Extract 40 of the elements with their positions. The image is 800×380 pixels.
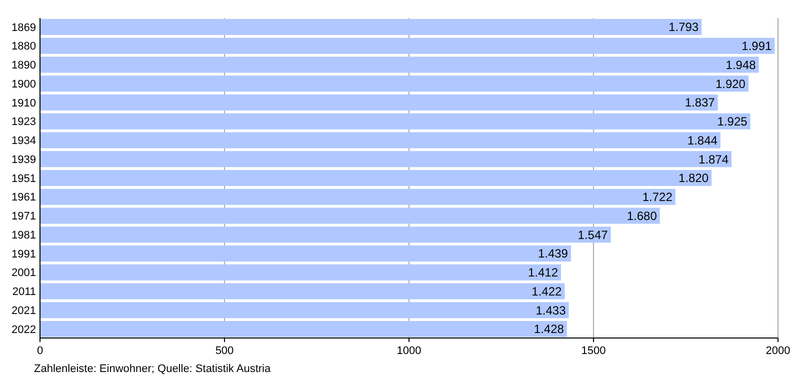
y-tick-label: 1951 <box>12 172 36 185</box>
x-tick-label: 500 <box>215 345 234 357</box>
data-label: 1.837 <box>684 96 716 110</box>
y-tick-label: 1910 <box>12 97 36 110</box>
y-tick-label: 1961 <box>12 192 36 204</box>
data-label: 1.680 <box>626 208 658 223</box>
data-label: 1.412 <box>528 266 558 280</box>
data-label: 1.422 <box>532 284 562 298</box>
data-label: 1.439 <box>538 246 568 261</box>
x-tick-label: 0 <box>36 345 44 357</box>
y-tick-label: 1991 <box>12 248 36 260</box>
y-tick-label: 1971 <box>12 210 36 223</box>
data-label: 1.433 <box>536 303 566 318</box>
data-label: 1.793 <box>668 20 699 34</box>
data-label: 1.925 <box>717 114 748 129</box>
x-tick-label: 1500 <box>581 345 606 357</box>
data-label: 1.722 <box>642 190 673 204</box>
data-label: 1.948 <box>726 58 756 72</box>
y-tick-label: 1869 <box>12 22 36 34</box>
y-tick-label: 1900 <box>12 78 36 90</box>
data-label: 1.820 <box>678 171 709 186</box>
y-tick-label: 1880 <box>12 40 36 53</box>
y-tick-label: 2022 <box>12 324 36 336</box>
x-tick-label: 2000 <box>766 345 790 357</box>
data-label: 1.991 <box>742 39 772 54</box>
y-tick-label: 1981 <box>12 229 36 242</box>
y-tick-label: 1890 <box>12 60 36 72</box>
y-tick-label: 2011 <box>12 286 36 298</box>
data-label: 1.920 <box>715 76 746 91</box>
y-tick-label: 1923 <box>12 116 36 128</box>
y-tick-label: 2001 <box>12 267 36 280</box>
y-tick-label: 1939 <box>12 154 36 166</box>
x-tick-label: 1000 <box>396 345 422 357</box>
data-label: 1.428 <box>534 322 564 336</box>
data-label: 1.844 <box>687 133 718 148</box>
text: Zahlenleiste: Einwohner; Quelle: Statistik Austria <box>34 363 272 375</box>
data-label: 1.547 <box>578 228 608 242</box>
y-tick-label: 1934 <box>12 135 36 148</box>
y-tick-label: 2021 <box>12 305 36 318</box>
data-label: 1.874 <box>698 152 729 166</box>
